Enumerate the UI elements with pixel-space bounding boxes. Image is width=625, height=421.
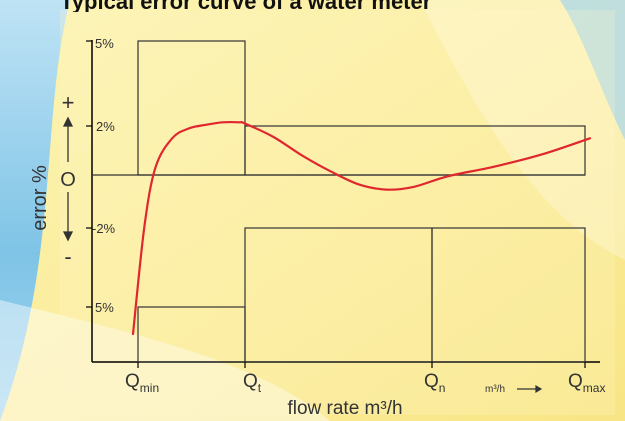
x-unit-arrow-head: [535, 384, 543, 394]
y-tick-label: 5%: [95, 300, 114, 315]
x-axis-label: flow rate m³/h: [287, 398, 402, 419]
x-tick-label-qmax: Qmax: [568, 371, 605, 395]
y-tick-label: 5%: [95, 36, 114, 51]
error-limits: [137, 40, 586, 363]
x-tick-label-qn: Qn: [424, 371, 445, 395]
x-tick-label-qt: Qt: [243, 371, 262, 395]
qt-qn-lower-limit: [244, 227, 433, 363]
qt-qmax-upper-limit: [244, 125, 586, 176]
plus-sign: +: [62, 90, 75, 115]
error-curve: [131, 120, 592, 336]
qmin-qt-lower-limit: [137, 306, 246, 363]
qmin-qt-upper-limit: [137, 40, 246, 176]
slide-title: Typical error curve of a water meter: [60, 0, 530, 12]
x-tick-label-qmin: Qmin: [125, 371, 159, 395]
zero-sign: O: [60, 169, 76, 191]
y-tick-label: -2%: [92, 221, 116, 236]
x-unit-hint: m³/h: [485, 384, 505, 395]
plus-arrow-head: [62, 116, 74, 127]
y-tick-label: 2%: [96, 119, 115, 134]
y-axis-label: error %: [29, 165, 51, 231]
qn-qmax-lower-limit: [431, 227, 586, 363]
minus-arrow-head: [62, 231, 74, 242]
minus-sign: -: [64, 244, 71, 269]
